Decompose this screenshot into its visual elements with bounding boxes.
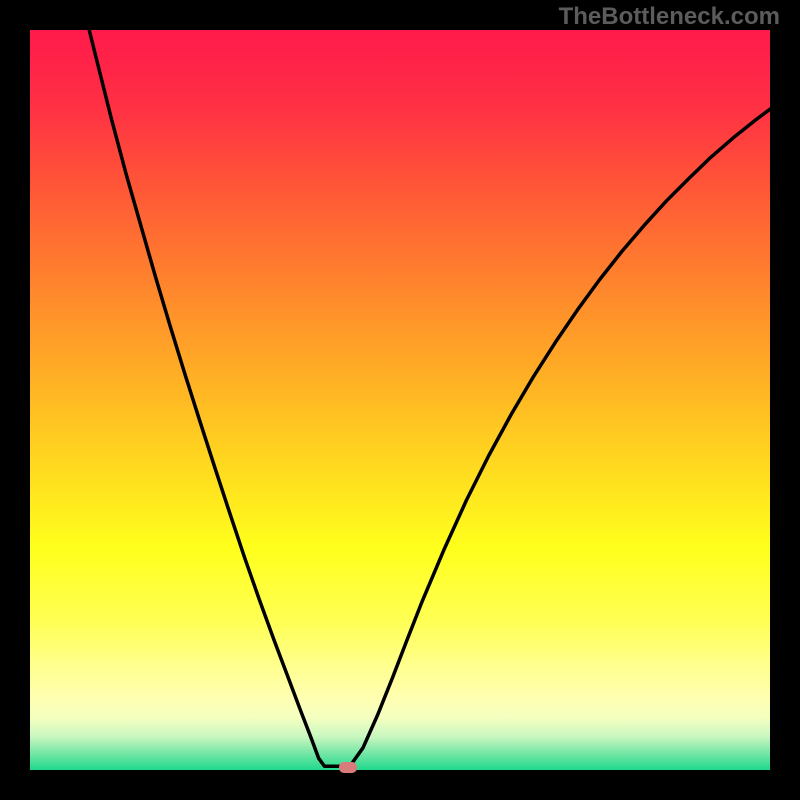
optimum-marker bbox=[339, 762, 357, 773]
plot-area bbox=[30, 30, 770, 770]
chart-container: TheBottleneck.com bbox=[0, 0, 800, 800]
watermark-text: TheBottleneck.com bbox=[559, 3, 780, 31]
gradient-background bbox=[30, 30, 770, 770]
